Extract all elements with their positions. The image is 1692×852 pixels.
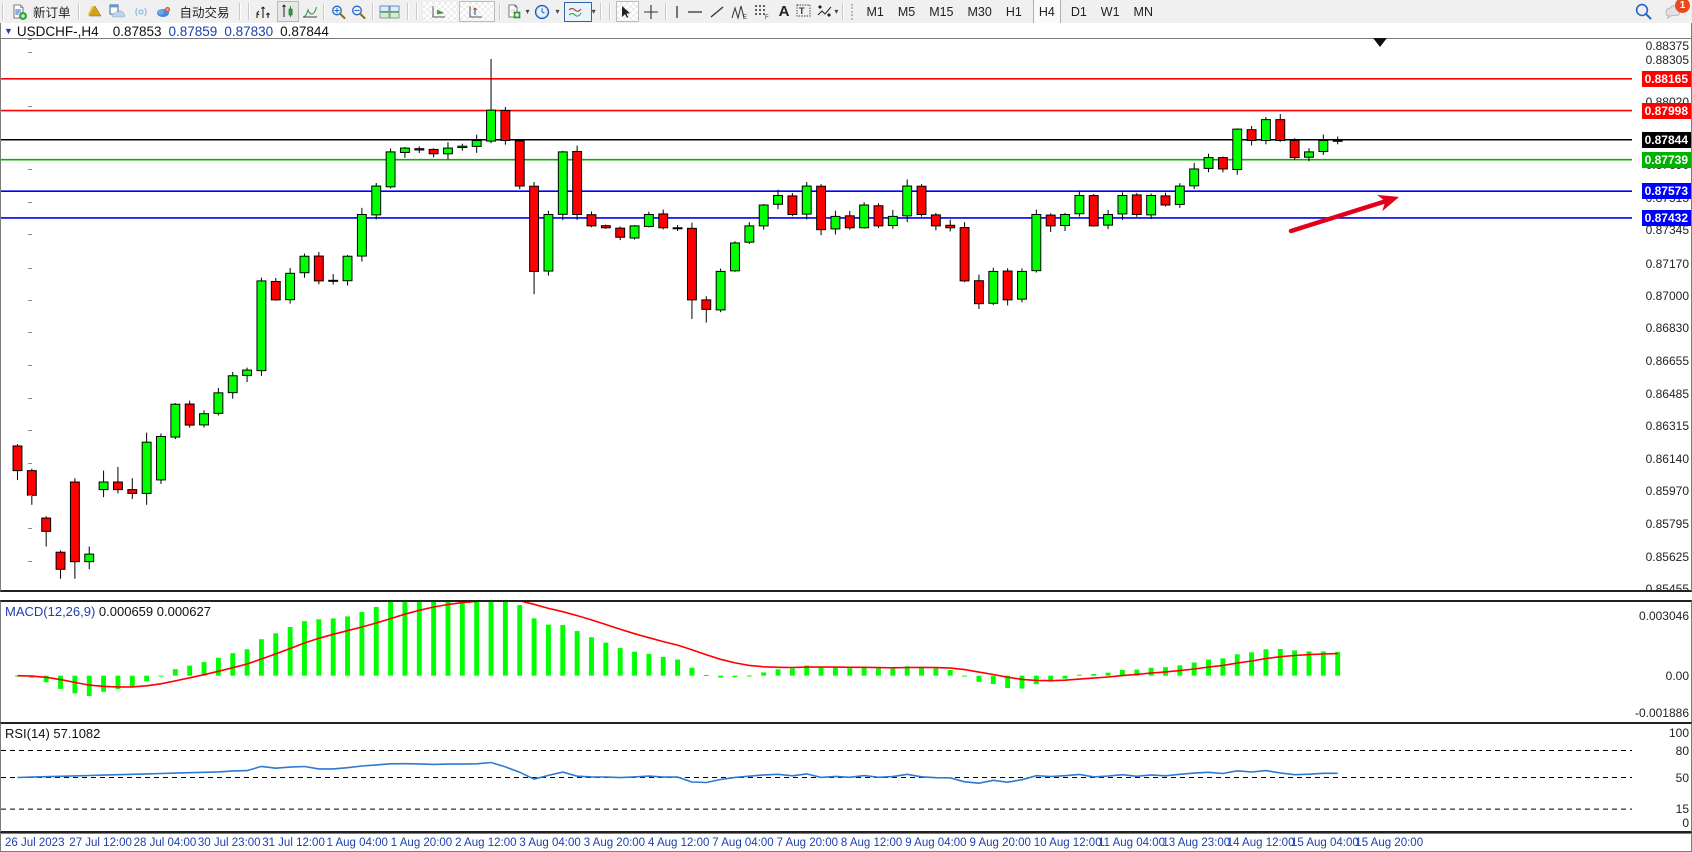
svg-text:E: E bbox=[743, 15, 747, 20]
svg-text:F: F bbox=[765, 15, 769, 20]
svg-text:T: T bbox=[799, 6, 805, 16]
